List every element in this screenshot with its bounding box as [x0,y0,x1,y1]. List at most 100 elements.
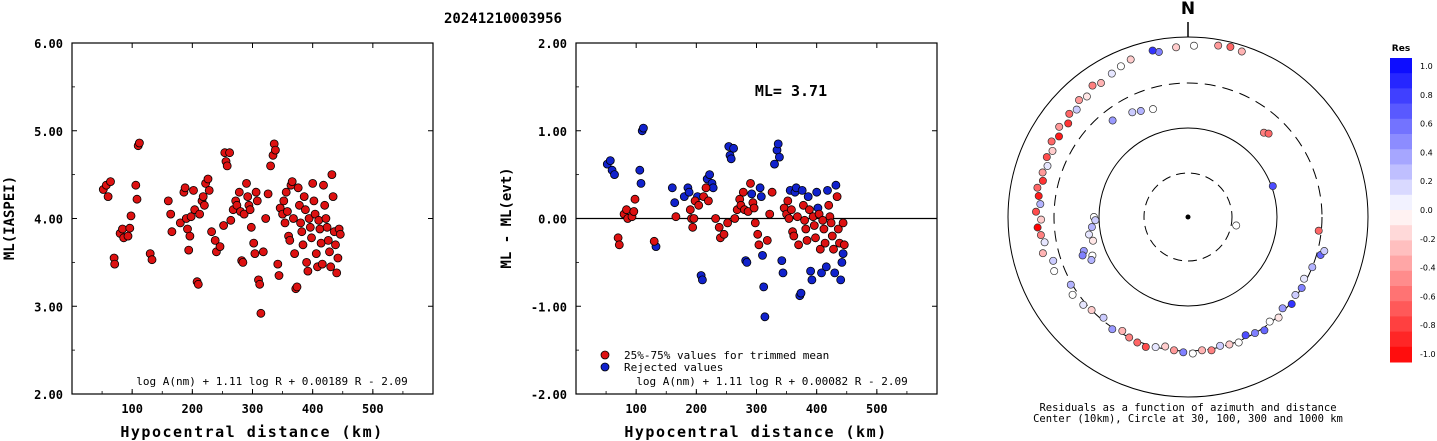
data-point [185,231,195,241]
accepted-point [783,196,793,206]
station-point [1088,81,1097,90]
accepted-point [714,222,724,232]
x-tick-label: 100 [121,402,143,416]
event-id-title: 20241210003956 [444,11,562,27]
rejected-point [806,266,815,276]
data-point [287,177,297,187]
accepted-point [801,224,811,234]
accepted-point [738,187,748,197]
station-point [1038,168,1047,177]
station-point [1133,338,1142,347]
x-tick-label: 200 [685,402,707,416]
residual-colorbar: Res 1.0 0.8 0.6 0.4 0.2 0.0 -0.2 -0.4 -0.6 -0.8 -1… [1390,44,1436,363]
station-point [1064,119,1073,128]
data-point [298,240,308,250]
data-point [273,259,283,269]
rejected-point [708,183,718,193]
residual-vs-distance-chart: 100 200 300 400 500 -2.00 -1.00 0.00 1.00 2.00 ML… [499,37,938,441]
station-point [1320,247,1329,255]
legend: 25%-75% values for trimmed mean Rejected… [600,349,829,374]
station-point [1265,317,1274,326]
data-point [305,222,315,232]
data-point [299,192,309,202]
colorbar-cell [1390,346,1412,363]
data-point [335,229,345,239]
data-point [315,224,325,234]
rejected-point [830,268,840,278]
polar-caption-line-1: Residuals as a function of azimuth and d… [1039,402,1336,414]
station-point [1089,236,1097,245]
station-point [1207,346,1216,355]
station-point [1274,313,1283,322]
accepted-point [789,231,799,241]
rejected-point [821,262,831,272]
station-point [1097,79,1105,87]
y-tick-label: 3.00 [34,300,63,314]
colorbar-cell [1390,255,1412,272]
accepted-point [819,224,829,234]
y-tick-label: 5.00 [34,125,63,139]
station-point [1087,223,1096,232]
data-point [222,161,232,171]
station-point [1108,116,1117,125]
y-tick-label: -1.00 [531,300,567,314]
y-axis-label: ML(IASPEI) [2,176,18,260]
legend-accepted-marker [600,350,610,360]
station-point [1038,249,1047,258]
data-point [180,183,190,193]
rejected-point [778,268,788,278]
colorbar-tick-label: 0.6 [1420,120,1433,129]
accepted-point [809,221,819,230]
formula-text: log A(nm) + 1.11 log R + 0.00189 R - 2.0… [136,375,408,388]
circle-300km [1053,82,1323,352]
accepted-point [793,212,802,222]
station-point [1118,326,1127,335]
station-point [1151,343,1160,352]
rejected-point [670,198,680,208]
station-point [1297,284,1306,292]
station-point [1049,256,1058,265]
data-point [258,247,268,257]
legend-rejected-label: Rejected values [624,361,723,374]
station-point [1225,340,1234,349]
data-point [296,218,306,228]
data-point [198,192,208,202]
rejected-point [770,159,779,169]
plot-frame [71,42,434,395]
data-point [199,200,209,210]
data-point [311,249,321,259]
station-point [1125,333,1134,342]
rejected-point [742,257,752,267]
data-point [285,235,295,245]
data-point [189,185,198,195]
rejected-point [759,282,769,292]
station-point [1038,176,1047,185]
station-point [1091,216,1100,225]
data-point [163,196,173,206]
data-point [203,174,213,184]
data-point [175,218,185,228]
station-point [1075,96,1083,105]
accepted-point [802,235,812,245]
polar-residuals-chart: N Residuals as a function of azimuth and… [1007,0,1369,425]
rejected-point [726,154,736,164]
data-point [255,279,265,289]
x-tick-label: 400 [806,402,828,416]
data-point [317,259,327,269]
data-point [263,189,273,199]
accepted-point [767,187,777,197]
rejected-point [812,187,822,197]
data-point [134,138,144,148]
data-point [266,161,276,171]
colorbar-cell [1390,210,1412,226]
x-axis-label: Hypocentral distance (km) [120,423,383,441]
station-point [1108,325,1117,334]
colorbar-cell [1390,270,1412,287]
accepted-point [694,200,704,210]
station-point [1241,331,1250,340]
colorbar-tick-label: -0.8 [1420,321,1436,330]
formula-text: log A(nm) + 1.11 log R + 0.00082 R - 2.0… [636,375,908,388]
accepted-point [689,214,699,223]
data-point [126,211,136,221]
